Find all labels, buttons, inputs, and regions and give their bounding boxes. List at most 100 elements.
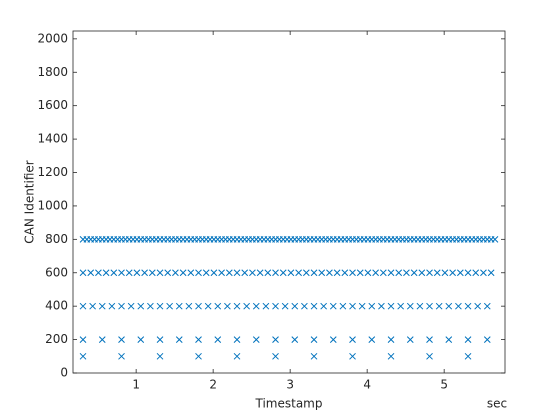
y-tick-label: 1600 [37,98,68,112]
x-tick-label: 1 [132,378,140,392]
data-point [302,269,310,277]
data-point [118,269,125,277]
data-point [89,302,96,310]
data-point [318,269,326,277]
data-point [118,352,125,360]
data-point [233,302,241,310]
data-point [272,352,279,360]
x-axis-unit: sec [487,397,507,411]
data-point [172,269,179,277]
data-point [387,269,395,277]
data-point [272,302,279,310]
data-point [426,269,433,277]
data-point [426,352,433,360]
data-point [491,235,499,243]
data-point [295,269,302,277]
data-point [449,269,456,277]
data-point [243,302,251,310]
data-point [301,302,308,310]
x-tick-label: 2 [209,378,217,392]
y-tick-label: 2000 [37,31,68,45]
x-axis-label: Timestamp [255,397,323,411]
data-point [349,302,356,310]
data-point [310,302,318,310]
data-point [349,352,356,360]
data-point [483,336,491,343]
y-tick-label: 0 [60,366,68,380]
data-point [102,269,110,277]
data-point [79,269,87,277]
data-point [156,269,164,277]
data-point [368,302,376,310]
data-point [118,302,125,310]
data-point [397,302,405,310]
data-point [329,336,337,343]
y-tick-label: 200 [45,332,68,346]
data-point [137,336,145,343]
data-point [333,269,341,277]
data-point [272,336,279,343]
data-point [410,269,418,277]
data-point [349,269,356,277]
data-point [79,352,87,360]
data-point [249,269,256,277]
data-point [368,336,376,343]
data-point [224,302,231,310]
data-point [108,302,116,310]
data-point [133,269,141,277]
data-point [175,302,183,310]
y-tick-label: 400 [45,299,68,313]
x-tick-label: 4 [363,378,371,392]
data-point [87,269,95,277]
data-point [456,269,464,277]
data-point [214,336,222,343]
data-point [395,269,403,277]
data-point [480,269,487,277]
data-point [426,336,433,343]
data-point [378,302,385,310]
data-point [358,302,366,310]
data-point [233,269,241,277]
data-point [426,302,433,310]
y-tick-label: 1400 [37,132,68,146]
data-point [474,302,482,310]
y-axis-label: CAN Identifier [23,160,37,244]
data-point [379,269,387,277]
data-point [118,336,125,343]
data-point [79,336,87,343]
data-point [233,352,241,360]
data-point [372,269,379,277]
data-point [320,302,328,310]
data-point [472,269,480,277]
data-point [310,269,318,277]
data-point [204,302,212,310]
data-point [341,269,349,277]
data-point [326,269,333,277]
data-point [416,302,424,310]
data-point [156,336,164,343]
data-point [185,302,193,310]
data-point [179,269,187,277]
x-tick-label: 5 [440,378,448,392]
data-point [195,352,202,360]
data-point [339,302,347,310]
data-point [98,302,106,310]
data-point [195,269,202,277]
data-point [98,336,106,343]
plot-area [72,30,506,374]
data-point [464,269,472,277]
data-point [406,336,414,343]
y-tick-label: 1200 [37,165,68,179]
data-point [147,302,154,310]
data-point [166,302,173,310]
data-point [418,269,426,277]
data-point [387,352,395,360]
data-point [164,269,172,277]
data-point [464,352,472,360]
y-tick-label: 1000 [37,198,68,212]
data-point [137,302,145,310]
data-point [262,302,270,310]
data-point [95,269,102,277]
